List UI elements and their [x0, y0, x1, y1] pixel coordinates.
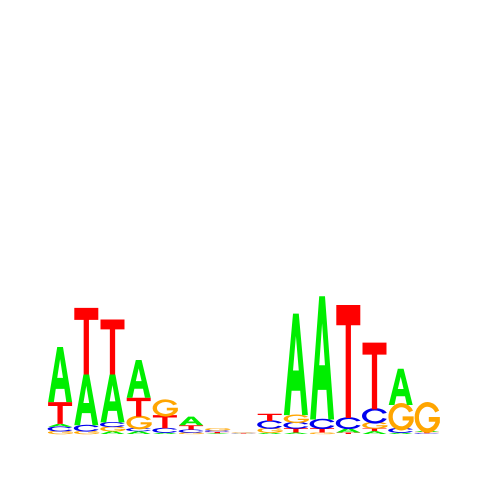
letter-g-glyph — [152, 399, 178, 417]
letter-c-glyph — [152, 427, 178, 433]
letter-c-glyph — [309, 418, 335, 429]
letter-c-glyph — [335, 417, 361, 430]
letter-g-glyph — [100, 426, 126, 432]
letter-c-glyph — [178, 429, 204, 433]
letter-t-glyph — [100, 319, 125, 375]
logo-column-11 — [309, 296, 336, 435]
letter-t-glyph — [74, 307, 99, 375]
letter-g-glyph — [283, 414, 309, 424]
letter-t-glyph — [310, 428, 335, 433]
letter-a-glyph — [126, 360, 151, 398]
logo-column-5 — [152, 399, 178, 434]
letter-a-glyph — [152, 432, 177, 434]
logo-column-13 — [361, 342, 388, 434]
logo-column-4 — [126, 360, 152, 434]
letter-c-glyph — [47, 426, 73, 432]
letter-c-glyph — [73, 424, 99, 432]
letter-c-glyph — [204, 430, 230, 432]
letter-a-glyph — [179, 416, 204, 426]
letter-t-glyph — [257, 413, 282, 421]
letter-t-glyph — [336, 304, 361, 419]
letter-a-glyph — [100, 431, 125, 434]
letter-a-glyph — [388, 432, 413, 434]
letter-t-glyph — [283, 428, 308, 433]
logo-column-12 — [335, 304, 361, 434]
letter-c-glyph — [361, 408, 387, 424]
letter-t-glyph — [152, 415, 177, 429]
letter-a-glyph — [205, 433, 230, 434]
letter-g-glyph — [309, 432, 336, 435]
letter-a-glyph — [100, 374, 125, 423]
letter-a-glyph — [362, 431, 387, 434]
letter-t-glyph — [126, 397, 151, 417]
letter-t-glyph — [48, 402, 73, 424]
letter-g-glyph — [388, 403, 414, 431]
letter-g-glyph — [126, 415, 152, 430]
letter-t-glyph — [179, 425, 204, 430]
letter-a-glyph — [283, 432, 308, 434]
logo-column-2 — [73, 307, 100, 435]
letter-g-glyph — [257, 427, 283, 433]
letter-c-glyph — [414, 433, 440, 435]
logo-column-8 — [231, 432, 257, 434]
letter-a-glyph — [126, 431, 151, 434]
letter-g-glyph — [205, 428, 231, 431]
logo-column-15 — [414, 402, 440, 435]
logo-column-14 — [388, 368, 414, 434]
letter-a-glyph — [310, 296, 335, 420]
letter-a-glyph — [48, 347, 73, 403]
letter-g-glyph — [414, 402, 440, 433]
letter-a-glyph — [74, 374, 99, 426]
logo-column-6 — [178, 416, 205, 435]
letter-c-glyph — [257, 420, 283, 429]
letter-g-glyph — [47, 430, 74, 435]
letter-a-glyph — [388, 368, 413, 405]
letter-c-glyph — [283, 421, 309, 429]
logo-column-3 — [100, 319, 126, 434]
letter-a-glyph — [283, 313, 308, 416]
letter-t-glyph — [205, 431, 230, 434]
letter-a-glyph — [257, 432, 282, 434]
logo-column-1 — [47, 347, 74, 435]
letter-a-glyph — [336, 428, 361, 433]
letter-a-glyph — [48, 423, 73, 427]
letter-t-glyph — [362, 342, 387, 410]
letter-t-glyph — [336, 432, 361, 434]
logo-column-10 — [283, 313, 309, 434]
logo-column-9 — [257, 413, 283, 434]
letter-c-glyph — [100, 422, 125, 428]
letter-t-glyph — [362, 428, 387, 432]
logo-column-7 — [204, 428, 231, 434]
